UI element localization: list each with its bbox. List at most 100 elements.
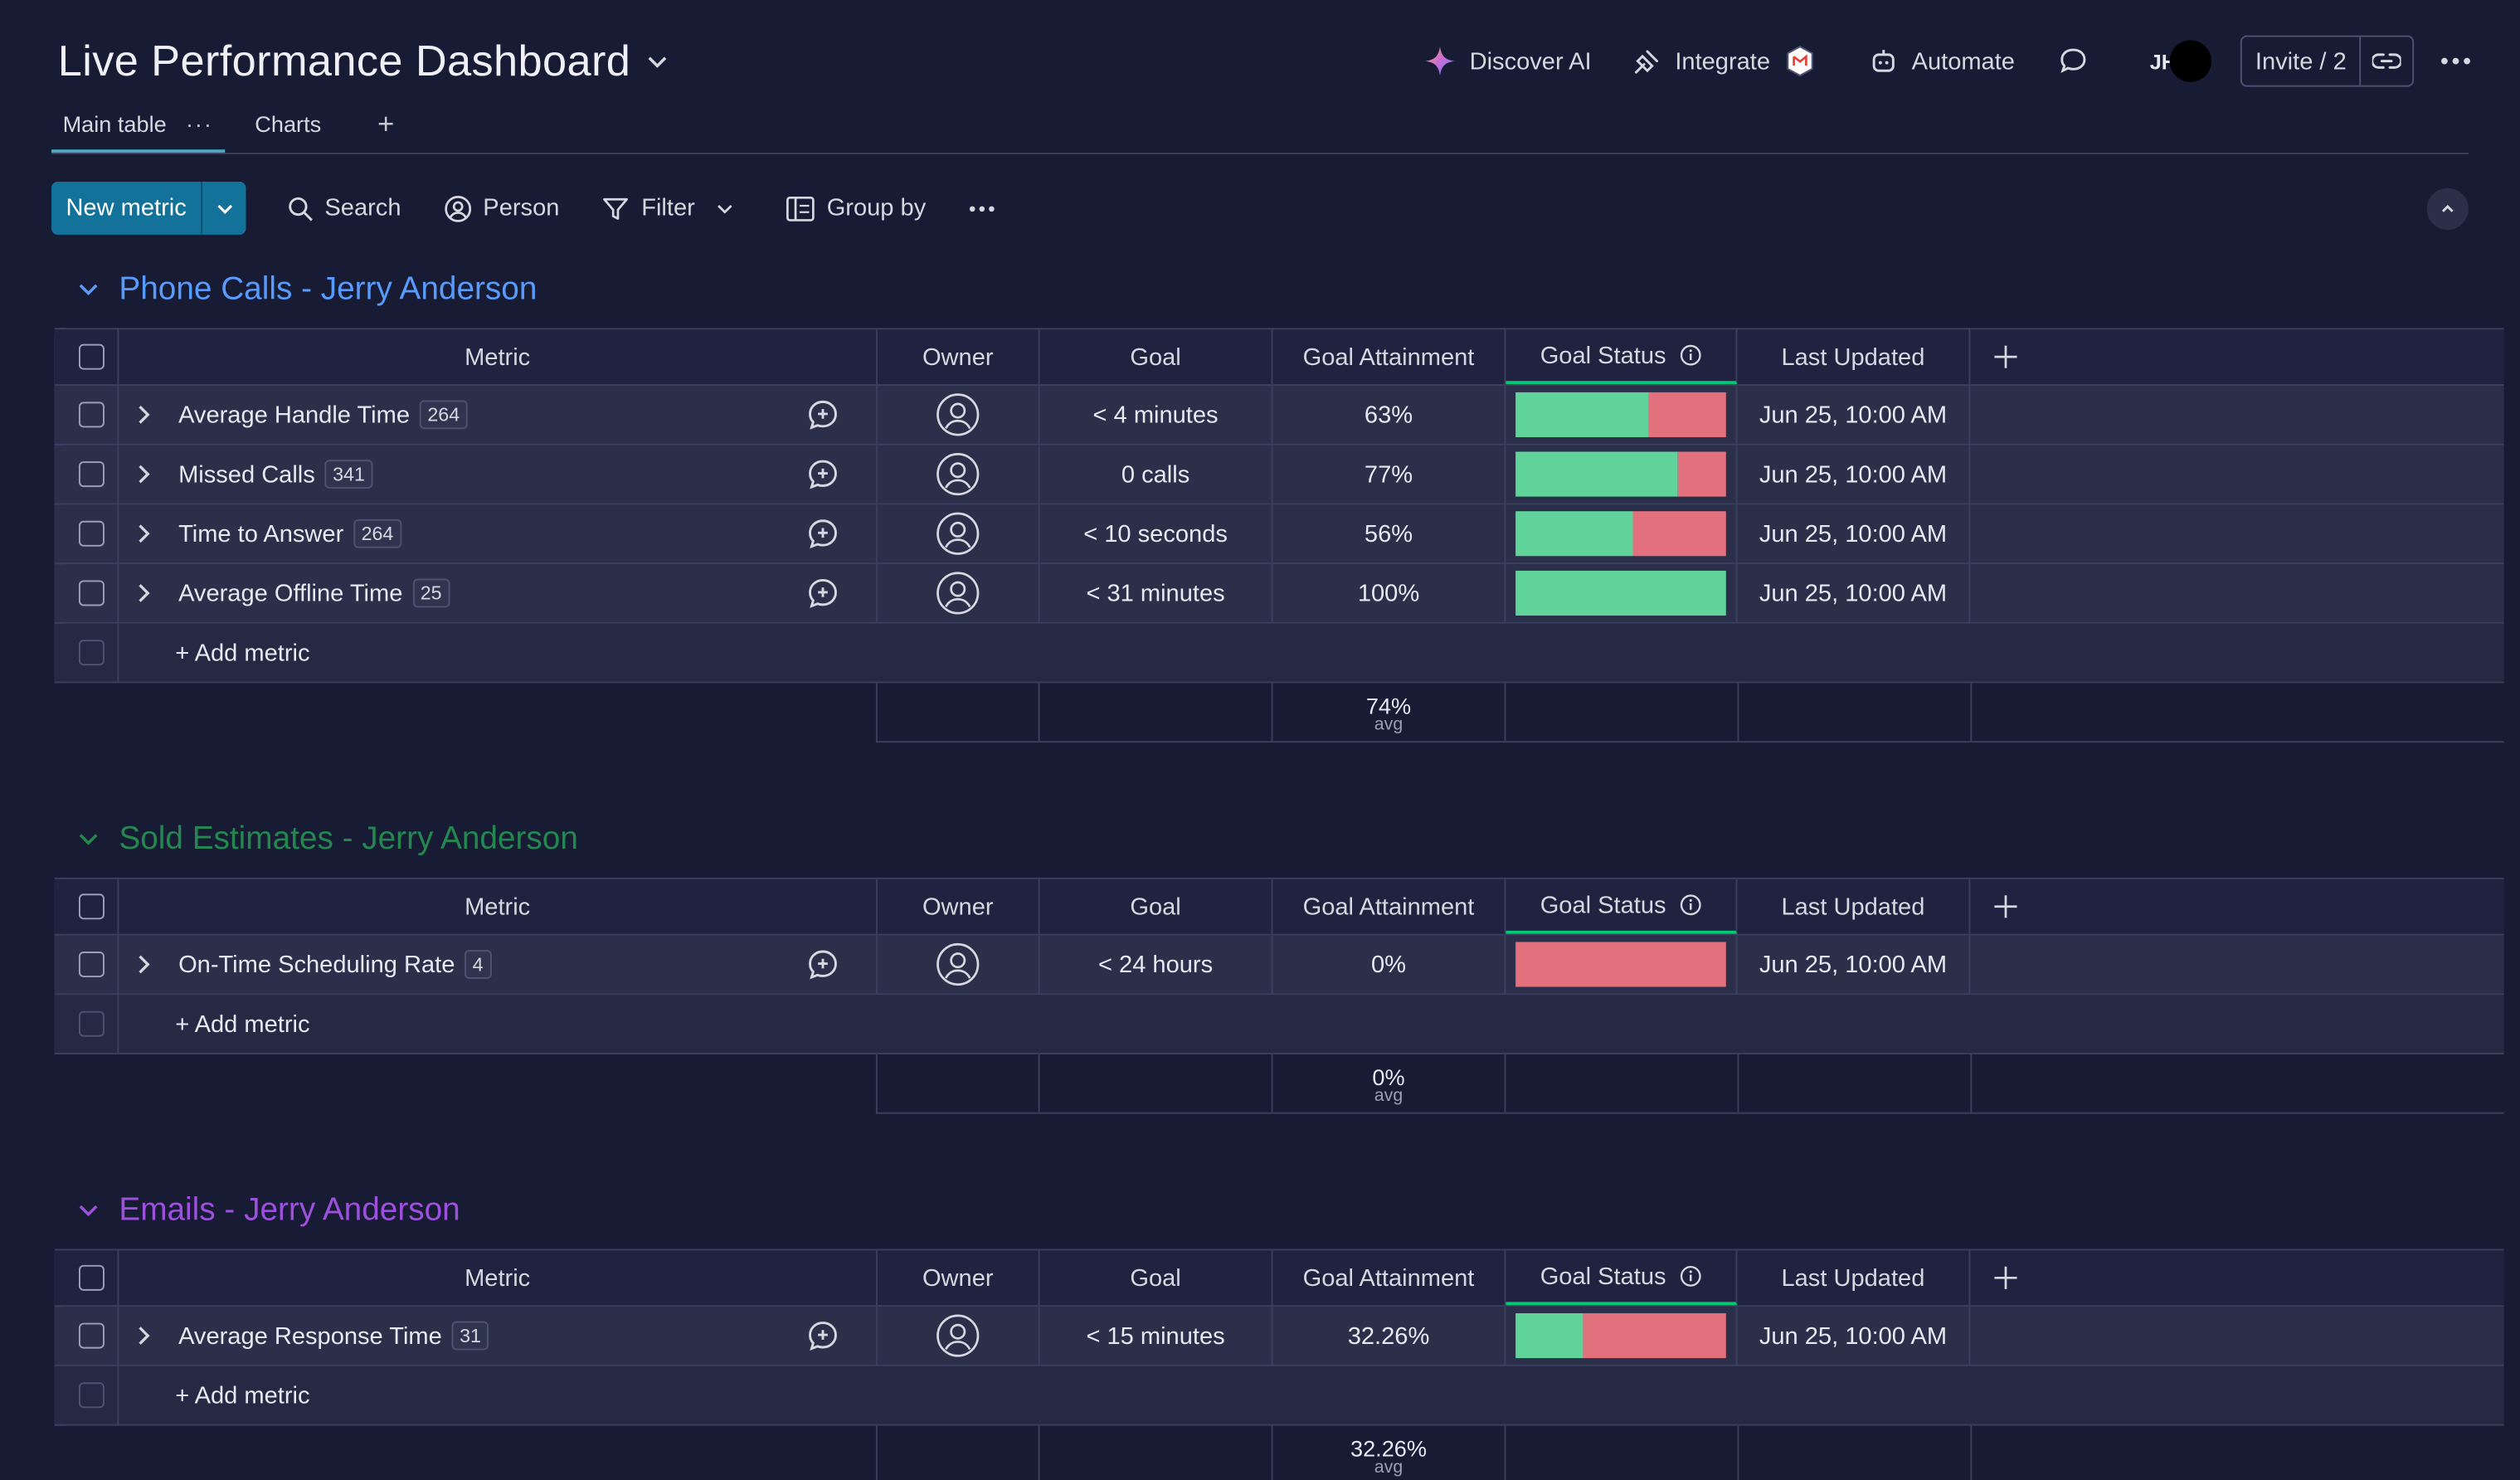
table-row[interactable]: Time to Answer 264 < 10 seconds 56% Jun 2… <box>54 504 2504 565</box>
metric-name-cell[interactable]: Average Response Time 31 <box>119 1307 768 1365</box>
metric-name-cell[interactable]: Average Offline Time 25 <box>119 564 768 622</box>
group-header[interactable]: Sold Estimates - Jerry Anderson <box>77 815 578 863</box>
column-header-goal-status[interactable]: Goal Status <box>1506 329 1738 385</box>
add-metric-button[interactable]: + Add metric <box>175 1381 310 1409</box>
goal-status-cell[interactable] <box>1506 564 1738 622</box>
tab-options-icon[interactable]: ··· <box>185 110 213 137</box>
column-header-metric[interactable]: Metric <box>119 1250 878 1306</box>
goal-attainment-cell[interactable]: 77% <box>1273 445 1506 504</box>
group-title[interactable]: Emails - Jerry Anderson <box>119 1191 460 1228</box>
tab-charts[interactable]: Charts <box>244 103 333 153</box>
more-options-button[interactable] <box>2436 56 2475 66</box>
goal-status-cell[interactable] <box>1506 504 1738 563</box>
row-checkbox[interactable] <box>77 580 104 606</box>
chevron-right-icon[interactable] <box>132 463 154 485</box>
chevron-right-icon[interactable] <box>132 403 154 426</box>
add-metric-button[interactable]: + Add metric <box>175 1010 310 1038</box>
goal-cell[interactable]: < 24 hours <box>1040 935 1273 994</box>
add-column-icon[interactable] <box>1993 1265 2019 1291</box>
info-icon[interactable] <box>1679 1265 1701 1288</box>
add-update-icon[interactable] <box>806 458 839 490</box>
last-updated-cell[interactable]: Jun 25, 10:00 AM <box>1737 935 1971 994</box>
chevron-right-icon[interactable] <box>132 523 154 545</box>
chevron-down-icon[interactable] <box>77 828 100 850</box>
column-header-metric[interactable]: Metric <box>119 879 878 934</box>
add-column-button[interactable] <box>1970 879 2503 934</box>
chevron-right-icon[interactable] <box>132 953 154 976</box>
column-header-goal-attainment[interactable]: Goal Attainment <box>1273 329 1506 385</box>
last-updated-cell[interactable]: Jun 25, 10:00 AM <box>1737 386 1971 444</box>
column-header-goal[interactable]: Goal <box>1040 879 1273 934</box>
summary-attainment-cell[interactable]: 74% avg <box>1273 683 1506 742</box>
chevron-right-icon[interactable] <box>132 1325 154 1347</box>
group-header[interactable]: Phone Calls - Jerry Anderson <box>77 265 537 314</box>
collapse-header-button[interactable] <box>2426 187 2469 231</box>
column-header-last-updated[interactable]: Last Updated <box>1737 1250 1971 1306</box>
owner-avatar-icon[interactable] <box>936 451 980 496</box>
owner-avatar-icon[interactable] <box>936 511 980 556</box>
owner-avatar-icon[interactable] <box>936 1313 980 1358</box>
owner-avatar-icon[interactable] <box>936 571 980 616</box>
owner-avatar-icon[interactable] <box>936 942 980 986</box>
select-all-checkbox[interactable] <box>77 343 104 370</box>
group-title[interactable]: Phone Calls - Jerry Anderson <box>119 270 538 307</box>
goal-attainment-cell[interactable]: 56% <box>1273 504 1506 563</box>
add-metric-button[interactable]: + Add metric <box>175 639 310 667</box>
new-metric-dropdown[interactable] <box>201 181 246 235</box>
last-updated-cell[interactable]: Jun 25, 10:00 AM <box>1737 1307 1971 1365</box>
add-column-icon[interactable] <box>1993 893 2019 919</box>
column-header-owner[interactable]: Owner <box>878 1250 1040 1306</box>
user-avatar[interactable]: JH <box>2150 40 2212 82</box>
group-header[interactable]: Emails - Jerry Anderson <box>77 1186 460 1234</box>
filter-button[interactable]: Filter <box>601 193 745 222</box>
automate-button[interactable]: Automate <box>1870 46 2015 75</box>
add-update-cell[interactable] <box>768 935 878 994</box>
subitem-count-badge[interactable]: 4 <box>464 950 492 979</box>
invite-button[interactable]: Invite / 2 <box>2242 37 2362 85</box>
select-all-checkbox[interactable] <box>77 893 104 920</box>
owner-cell[interactable] <box>878 386 1040 444</box>
info-icon[interactable] <box>1679 344 1701 367</box>
column-header-last-updated[interactable]: Last Updated <box>1737 879 1971 934</box>
column-header-metric[interactable]: Metric <box>119 329 878 385</box>
subitem-count-badge[interactable]: 25 <box>412 578 450 608</box>
chevron-right-icon[interactable] <box>132 582 154 604</box>
column-header-owner[interactable]: Owner <box>878 879 1040 934</box>
chevron-down-icon[interactable] <box>647 50 669 72</box>
goal-attainment-cell[interactable]: 32.26% <box>1273 1307 1506 1365</box>
metric-name-cell[interactable]: Time to Answer 264 <box>119 504 768 562</box>
row-checkbox[interactable] <box>77 520 104 547</box>
goal-attainment-cell[interactable]: 100% <box>1273 564 1506 622</box>
column-header-owner[interactable]: Owner <box>878 329 1040 385</box>
metric-name[interactable]: Average Response Time <box>178 1322 442 1350</box>
board-title[interactable]: Live Performance Dashboard <box>57 36 631 85</box>
goal-cell[interactable]: < 10 seconds <box>1040 504 1273 563</box>
add-update-cell[interactable] <box>768 445 878 504</box>
discover-ai-button[interactable]: Discover AI <box>1424 45 1592 77</box>
chevron-down-icon[interactable] <box>77 278 100 300</box>
table-row[interactable]: Missed Calls 341 0 calls 77% Jun 25, 10:0… <box>54 445 2504 505</box>
table-row[interactable]: Average Offline Time 25 < 31 minutes 100%… <box>54 564 2504 624</box>
metric-name-cell[interactable]: On-Time Scheduling Rate 4 <box>119 936 768 994</box>
updates-button[interactable] <box>2056 45 2101 77</box>
add-update-cell[interactable] <box>768 1307 878 1365</box>
subitem-count-badge[interactable]: 264 <box>419 400 468 430</box>
goal-status-cell[interactable] <box>1506 1307 1738 1365</box>
row-checkbox[interactable] <box>77 402 104 428</box>
table-row[interactable]: On-Time Scheduling Rate 4 < 24 hours 0% J… <box>54 935 2504 996</box>
copy-link-button[interactable] <box>2361 37 2412 85</box>
metric-name-cell[interactable]: Average Handle Time 264 <box>119 386 768 444</box>
new-metric-button[interactable]: New metric <box>51 181 202 235</box>
chevron-down-icon[interactable] <box>718 200 733 216</box>
goal-cell[interactable]: < 15 minutes <box>1040 1307 1273 1365</box>
goal-status-cell[interactable] <box>1506 935 1738 994</box>
owner-cell[interactable] <box>878 935 1040 994</box>
metric-name[interactable]: Average Handle Time <box>178 401 411 429</box>
table-row[interactable]: Average Handle Time 264 < 4 minutes 63% J… <box>54 386 2504 445</box>
subitem-count-badge[interactable]: 264 <box>353 518 402 548</box>
goal-cell[interactable]: < 4 minutes <box>1040 386 1273 444</box>
select-all-checkbox[interactable] <box>77 1264 104 1291</box>
chevron-down-icon[interactable] <box>77 1199 100 1221</box>
column-header-last-updated[interactable]: Last Updated <box>1737 329 1971 385</box>
summary-attainment-cell[interactable]: 0% avg <box>1273 1054 1506 1112</box>
